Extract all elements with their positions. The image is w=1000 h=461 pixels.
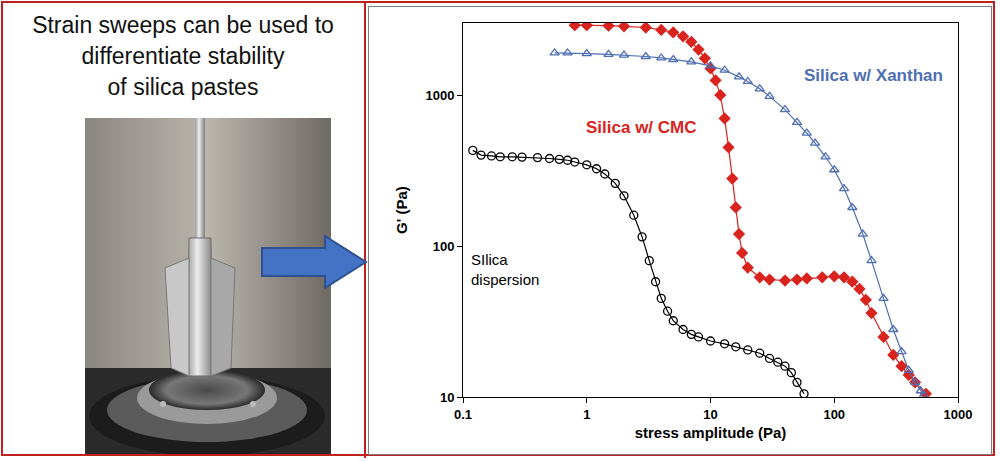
svg-text:10: 10 [703,407,717,422]
svg-text:100: 100 [433,239,455,254]
svg-text:stress amplitude (Pa): stress amplitude (Pa) [635,424,787,441]
svg-text:Silica w/ Xanthan: Silica w/ Xanthan [804,66,943,85]
html-text:of silica pastes: of silica pastes [107,74,259,100]
svg-text:SIlicadispersion: SIlicadispersion [471,251,539,288]
html-text:differentiate stability: differentiate stability [81,43,285,69]
svg-text:1000: 1000 [425,88,454,103]
svg-text:Silica w/ CMC: Silica w/ CMC [586,118,697,137]
svg-text:G' (Pa): G' (Pa) [393,186,410,234]
svg-text:100: 100 [823,407,845,422]
svg-text:1: 1 [583,407,590,422]
html-text:Strain sweeps can be used to: Strain sweeps can be used to [32,12,334,38]
svg-text:1000: 1000 [944,407,973,422]
svg-text:0.1: 0.1 [454,407,472,422]
svg-text:10: 10 [440,390,454,405]
